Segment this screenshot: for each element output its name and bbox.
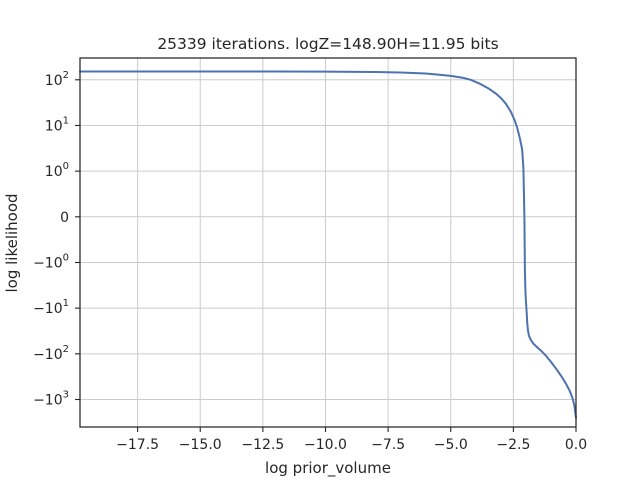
x-tick-label: −2.5: [496, 437, 530, 453]
x-tick-label: 0.0: [565, 437, 587, 453]
y-tick-base: −10: [33, 301, 63, 317]
y-tick-exponent: 0: [63, 252, 69, 263]
x-tick-label: −5.0: [434, 437, 468, 453]
y-tick-exponent: 1: [63, 115, 69, 126]
y-tick-exponent: 2: [63, 70, 69, 81]
y-tick-base: −10: [33, 255, 63, 271]
y-tick-base: 10: [45, 118, 63, 134]
y-tick-label: 0: [60, 210, 69, 226]
x-tick-label: −10.0: [304, 437, 347, 453]
y-tick-label: −102: [33, 344, 69, 363]
y-tick-base: 10: [45, 164, 63, 180]
y-tick-base: 0: [60, 210, 69, 226]
grid-layer: [80, 58, 577, 427]
plot-background: [80, 58, 576, 427]
y-axis-label: log likelihood: [3, 193, 21, 292]
y-tick-exponent: 0: [63, 161, 69, 172]
y-tick-exponent: 2: [63, 344, 69, 355]
y-tick-label: 101: [45, 115, 69, 134]
series-line: [79, 70, 577, 419]
x-tick-label: −15.0: [179, 437, 222, 453]
y-tick-label: −101: [33, 298, 69, 317]
chart-title: 25339 iterations. logZ=148.90H=11.95 bit…: [157, 35, 498, 53]
y-tick-exponent: 1: [63, 298, 69, 309]
tick-layer: −17.5 −15.0 −12.5 −10.0 −7.5 −5.0 −2.5 0.010210…: [33, 70, 587, 453]
y-tick-label: −103: [33, 390, 69, 409]
y-tick-base: 10: [45, 73, 63, 89]
y-tick-exponent: 3: [63, 390, 69, 401]
x-tick-label: −7.5: [371, 437, 405, 453]
y-tick-label: −100: [33, 252, 69, 271]
y-tick-label: 102: [45, 70, 69, 89]
plot-frame: [79, 57, 577, 428]
series-layer: [79, 70, 577, 419]
x-tick-label: −12.5: [241, 437, 284, 453]
y-tick-base: −10: [33, 393, 63, 409]
x-axis-label: log prior_volume: [265, 459, 391, 478]
x-tick-label: −17.5: [116, 437, 159, 453]
y-tick-label: 100: [45, 161, 69, 180]
y-tick-base: −10: [33, 347, 63, 363]
